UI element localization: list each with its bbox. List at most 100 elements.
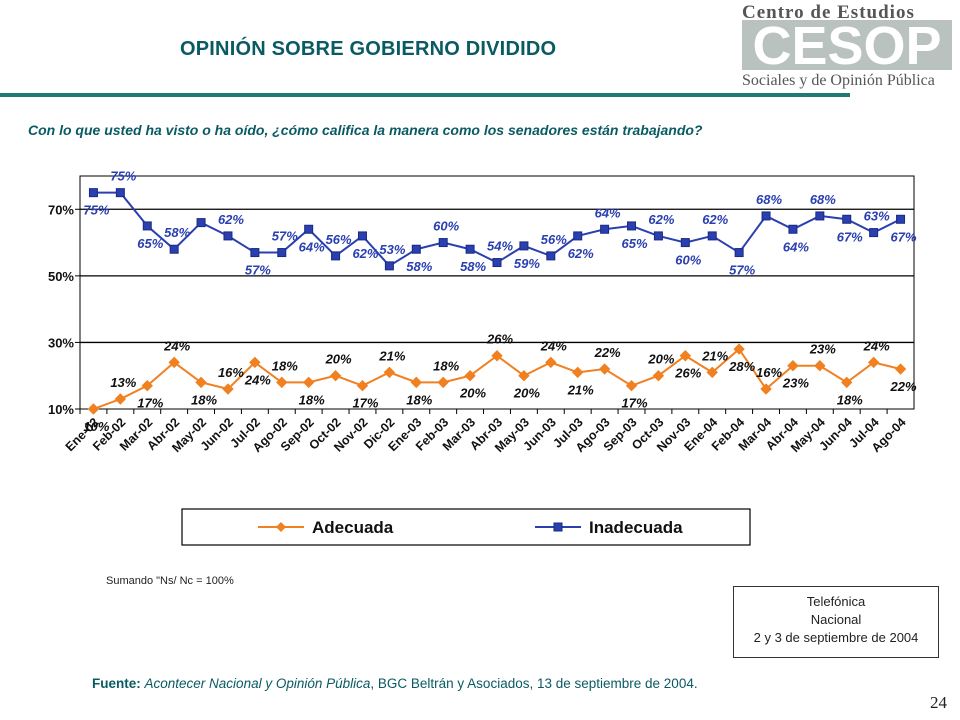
point-inadecuada [600,224,610,234]
point-inadecuada [115,188,125,198]
point-inadecuada [142,221,152,231]
point-adecuada [249,356,261,369]
point-adecuada [760,383,772,395]
data-label-adecuada: 16% [756,365,782,380]
page-title: OPINIÓN SOBRE GOBIERNO DIVIDIDO [180,38,557,60]
point-inadecuada [788,224,798,234]
point-adecuada [276,376,288,389]
point-inadecuada [223,231,233,241]
point-inadecuada [734,248,744,258]
point-adecuada [410,376,422,389]
data-label-adecuada: 17% [622,396,648,411]
point-adecuada [652,370,665,382]
point-inadecuada [88,188,98,198]
data-label-adecuada: 24% [163,338,190,353]
data-label-inadecuada: 60% [433,219,459,234]
data-label-adecuada: 17% [352,396,378,411]
data-label-inadecuada: 56% [541,232,567,247]
source-publication: Acontecer Nacional y Opinión Pública [144,676,371,691]
point-adecuada [545,356,557,369]
point-adecuada [356,379,369,392]
data-label-adecuada: 21% [378,348,405,363]
data-label-adecuada: 21% [567,382,594,397]
point-inadecuada [815,211,825,221]
data-label-adecuada: 18% [191,392,217,407]
point-inadecuada [411,244,421,254]
line-chart: 10%30%50%70%Ene-02Feb-02Mar-02Abr-02May-… [48,169,917,546]
point-inadecuada [627,221,637,231]
point-adecuada [329,370,342,382]
data-label-adecuada: 24% [540,338,567,353]
data-label-adecuada: 22% [594,345,621,360]
data-label-adecuada: 18% [433,358,459,373]
point-adecuada [679,350,692,362]
point-adecuada [733,343,745,355]
data-label-inadecuada: 65% [622,236,648,251]
point-inadecuada [761,211,771,221]
data-label-adecuada: 23% [809,342,836,357]
logo-bottom-text: Sociales y de Opinión Pública [742,72,935,89]
point-adecuada [598,363,611,375]
data-label-adecuada: 20% [647,352,674,367]
data-label-inadecuada: 62% [568,246,594,261]
survey-dates: 2 y 3 de septiembre de 2004 [753,630,919,645]
data-label-inadecuada: 68% [810,192,836,207]
data-label-inadecuada: 58% [460,259,486,274]
survey-question: Con lo que usted ha visto o ha oído, ¿có… [28,122,703,138]
cesop-logo: CESOP [742,20,952,70]
y-tick-label: 70% [48,202,74,217]
source-footer: Fuente: Acontecer Nacional y Opinión Púb… [92,676,698,691]
point-inadecuada [896,214,906,224]
data-label-inadecuada: 58% [164,225,190,240]
data-label-inadecuada: 58% [406,259,432,274]
point-adecuada [491,350,503,362]
point-adecuada [518,370,530,382]
source-label: Fuente: [92,676,141,691]
point-inadecuada [546,251,556,261]
legend-marker-adecuada [276,522,286,532]
point-adecuada [302,376,315,389]
point-inadecuada [869,228,879,238]
point-inadecuada [196,218,206,228]
survey-type: Telefónica [806,594,866,609]
point-adecuada [706,366,718,379]
data-label-inadecuada: 62% [218,212,244,227]
point-inadecuada [277,248,287,258]
point-inadecuada [331,251,341,261]
point-adecuada [787,360,799,372]
data-label-inadecuada: 56% [326,232,352,247]
legend-label-inadecuada: Inadecuada [589,518,683,537]
data-label-inadecuada: 75% [110,169,136,184]
data-label-inadecuada: 54% [487,239,513,254]
data-label-adecuada: 17% [137,396,163,411]
point-inadecuada [250,248,260,258]
data-label-adecuada: 21% [701,348,728,363]
data-label-adecuada: 18% [406,392,432,407]
point-inadecuada [357,231,367,241]
point-inadecuada [304,224,314,234]
point-adecuada [894,363,907,375]
data-label-inadecuada: 62% [648,212,674,227]
point-inadecuada [169,244,179,254]
survey-info-box: Telefónica Nacional 2 y 3 de septiembre … [733,586,939,658]
point-inadecuada [492,258,502,268]
header-rule [0,93,850,97]
data-label-inadecuada: 75% [83,203,109,218]
data-label-inadecuada: 67% [891,229,917,244]
data-label-adecuada: 13% [110,375,136,390]
data-label-inadecuada: 65% [137,236,163,251]
y-tick-label: 10% [48,402,74,417]
data-label-inadecuada: 64% [299,239,325,254]
data-label-inadecuada: 57% [729,263,755,278]
y-tick-label: 50% [48,269,74,284]
data-label-inadecuada: 63% [864,209,890,224]
data-label-inadecuada: 60% [675,253,701,268]
point-inadecuada [680,238,690,248]
data-label-inadecuada: 68% [756,192,782,207]
plot-frame [79,175,915,410]
y-tick-label: 30% [48,335,74,350]
data-label-adecuada: 20% [459,386,486,401]
data-label-adecuada: 18% [299,392,325,407]
data-label-adecuada: 20% [513,386,540,401]
data-label-adecuada: 26% [674,366,701,381]
